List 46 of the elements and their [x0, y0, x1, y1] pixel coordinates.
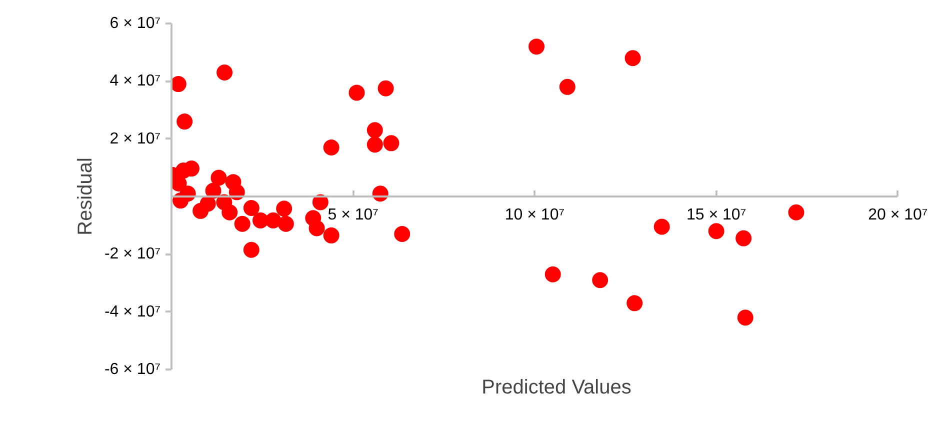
point	[383, 135, 400, 152]
point	[708, 223, 724, 240]
point	[366, 122, 383, 138]
point	[788, 204, 804, 220]
point	[654, 218, 670, 235]
point	[200, 196, 216, 212]
point	[276, 200, 292, 217]
point	[626, 295, 643, 312]
point	[176, 114, 193, 130]
point	[265, 212, 282, 228]
y-tick-label: 2 × 10⁷	[110, 130, 161, 148]
y-tick-label: -6 × 10⁷	[104, 361, 161, 378]
point	[736, 230, 752, 246]
point	[216, 64, 233, 80]
point	[323, 140, 340, 156]
point	[737, 310, 754, 326]
point	[172, 76, 186, 92]
point	[348, 84, 365, 101]
point	[252, 212, 268, 228]
point	[323, 227, 340, 244]
x-axis-title: Predicted Values	[482, 376, 632, 398]
point	[278, 216, 294, 232]
y-tick-label: -4 × 10⁷	[104, 303, 161, 320]
point	[234, 216, 250, 232]
point	[172, 176, 187, 192]
point	[378, 80, 394, 96]
x-tick-label: 10 × 10⁷	[504, 206, 565, 224]
x-tick-label: 20 × 10⁷	[868, 206, 928, 224]
point	[592, 272, 608, 288]
point	[559, 78, 576, 95]
point	[308, 220, 325, 236]
x-tick-label: 15 × 10⁷	[686, 206, 746, 224]
point	[243, 200, 260, 216]
point	[210, 170, 227, 186]
point	[222, 204, 238, 220]
y-tick-label: 4 × 10⁷	[110, 72, 161, 90]
y-axis-title: Residual	[74, 158, 96, 236]
point	[243, 242, 260, 258]
y-tick-label: 6 × 10⁷	[110, 15, 161, 32]
y-tick-label: -2 × 10⁷	[104, 246, 161, 263]
point	[528, 38, 545, 55]
x-tick-label: 5 × 10⁷	[328, 206, 379, 224]
point	[544, 266, 561, 282]
point	[394, 226, 410, 242]
point	[624, 50, 641, 66]
point	[366, 136, 383, 153]
